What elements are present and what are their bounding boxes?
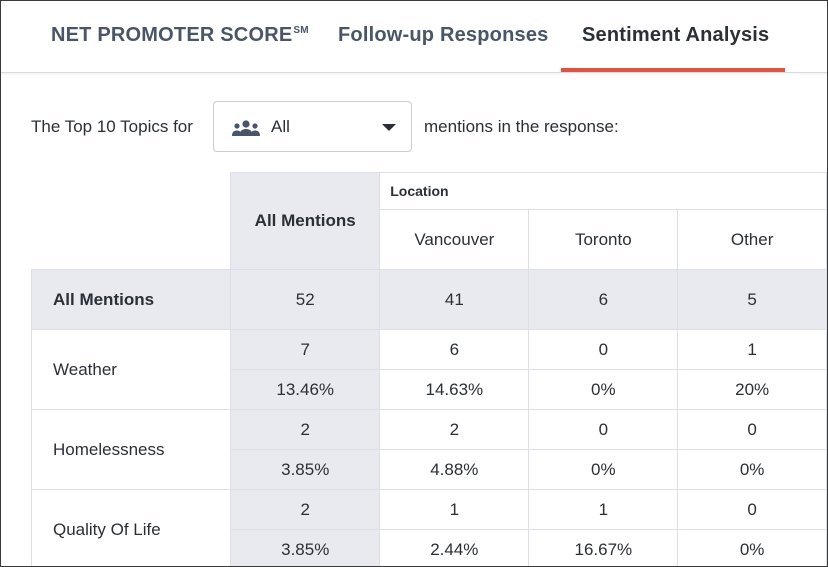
table-cell: 52 — [230, 269, 381, 330]
table-cell: 2.44% — [379, 529, 530, 566]
table-row-homelessness-percent: 3.85% 4.88% 0% 0% — [32, 449, 827, 490]
tab-follow-up-responses[interactable]: Follow-up Responses — [338, 24, 549, 46]
table-cell: 0% — [528, 369, 679, 410]
topics-table: All Mentions Location Vancouver Toronto … — [30, 172, 827, 566]
chevron-down-icon — [382, 124, 396, 131]
location-header-other: Other — [677, 209, 827, 270]
filter-prefix-text: The Top 10 Topics for — [31, 117, 193, 136]
table-corner — [31, 172, 232, 270]
service-mark: SM — [293, 25, 309, 36]
table-cell: 0 — [677, 409, 827, 450]
table-row-quality-of-life-count: Quality Of Life 2 1 1 0 — [30, 489, 827, 566]
people-group-icon — [232, 120, 260, 136]
topic-label: Weather — [30, 329, 232, 410]
topic-label: Quality Of Life — [30, 489, 232, 566]
tab-bar: NET PROMOTER SCORESM Follow-up Responses… — [1, 1, 827, 73]
table-cell: 1 — [379, 489, 530, 530]
table-cell: 5 — [677, 269, 827, 330]
all-mentions-column-header: All Mentions — [230, 172, 381, 270]
table-row-quality-of-life-percent: 3.85% 2.44% 16.67% 0% — [32, 529, 827, 566]
table-cell: 16.67% — [528, 529, 679, 566]
table-cell: 1 — [528, 489, 679, 530]
table-cell: 1 — [677, 329, 827, 370]
table-cell: 0% — [677, 529, 827, 566]
table-row-weather-percent: 13.46% 14.63% 0% 20% — [32, 369, 827, 410]
dropdown-value: All — [271, 117, 290, 136]
location-header-toronto: Toronto — [528, 209, 679, 270]
table-cell: 20% — [677, 369, 827, 410]
tab-sentiment-analysis[interactable]: Sentiment Analysis — [582, 24, 770, 46]
filter-suffix-text: mentions in the response: — [424, 117, 619, 136]
table-cell: 13.46% — [230, 369, 381, 410]
table-cell: 7 — [230, 329, 381, 370]
location-header-vancouver: Vancouver — [379, 209, 530, 270]
table-cell: 2 — [379, 409, 530, 450]
topic-label: Homelessness — [30, 409, 232, 490]
table-cell: 14.63% — [379, 369, 530, 410]
tab-label: NET PROMOTER SCORE — [51, 24, 293, 46]
table-row-all-mentions: All Mentions 52 41 6 5 — [30, 269, 827, 330]
table-cell: 2 — [230, 489, 381, 530]
table-row-homelessness-count: Homelessness 2 2 0 0 — [30, 409, 827, 490]
table-cell: 0 — [528, 329, 679, 370]
table-cell: 6 — [379, 329, 530, 370]
table-cell: 41 — [379, 269, 530, 330]
row-label: All Mentions — [30, 269, 232, 330]
table-cell: 0 — [528, 409, 679, 450]
table-cell: 3.85% — [230, 529, 381, 566]
table-cell: 4.88% — [379, 449, 530, 490]
table-cell: 0% — [528, 449, 679, 490]
table-cell: 0% — [677, 449, 827, 490]
table-cell: 6 — [528, 269, 679, 330]
tab-net-promoter-score[interactable]: NET PROMOTER SCORESM — [51, 24, 309, 50]
table-cell: 0 — [677, 489, 827, 530]
table-row-weather-count: Weather 7 6 0 1 — [30, 329, 827, 410]
table-cell: 2 — [230, 409, 381, 450]
active-tab-indicator — [561, 68, 785, 72]
group-filter-dropdown[interactable]: All — [213, 101, 412, 152]
location-group-header: Location — [379, 172, 827, 210]
table-cell: 3.85% — [230, 449, 381, 490]
